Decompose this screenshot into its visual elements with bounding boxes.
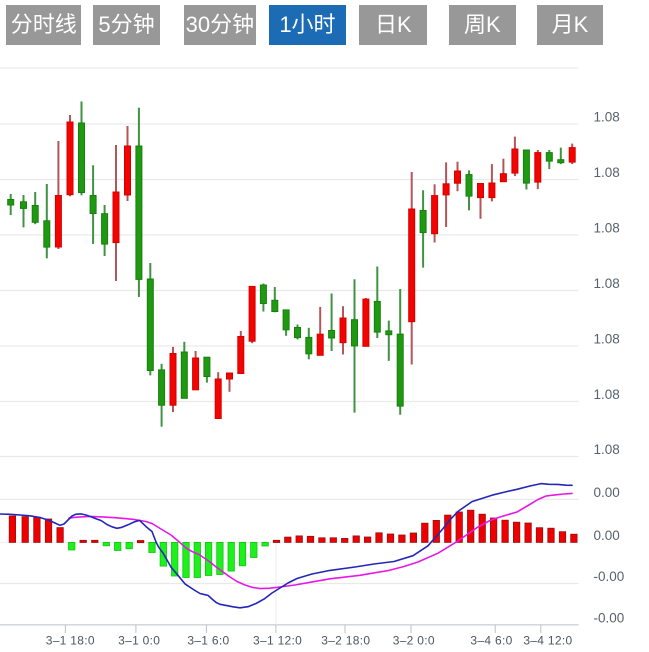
svg-text:3–1 6:0: 3–1 6:0 (187, 634, 229, 648)
svg-text:3–4 6:0: 3–4 6:0 (470, 634, 512, 648)
svg-text:0.00: 0.00 (594, 485, 620, 500)
svg-text:1.08: 1.08 (594, 442, 620, 457)
svg-text:3–4 12:0: 3–4 12:0 (523, 634, 572, 648)
svg-text:1.08: 1.08 (594, 332, 620, 347)
svg-text:-0.00: -0.00 (594, 610, 625, 625)
svg-text:1.08: 1.08 (594, 221, 620, 236)
svg-text:3–1 0:0: 3–1 0:0 (118, 634, 160, 648)
svg-text:3–2 18:0: 3–2 18:0 (321, 634, 370, 648)
svg-text:1.08: 1.08 (594, 165, 620, 180)
svg-text:1.08: 1.08 (594, 110, 620, 125)
svg-text:-0.00: -0.00 (594, 569, 625, 584)
svg-text:3–2 0:0: 3–2 0:0 (393, 634, 435, 648)
svg-text:0.00: 0.00 (594, 528, 620, 543)
svg-text:1.08: 1.08 (594, 276, 620, 291)
svg-text:1.08: 1.08 (594, 387, 620, 402)
svg-text:3–1 18:0: 3–1 18:0 (46, 634, 95, 648)
svg-text:3–1 12:0: 3–1 12:0 (253, 634, 302, 648)
